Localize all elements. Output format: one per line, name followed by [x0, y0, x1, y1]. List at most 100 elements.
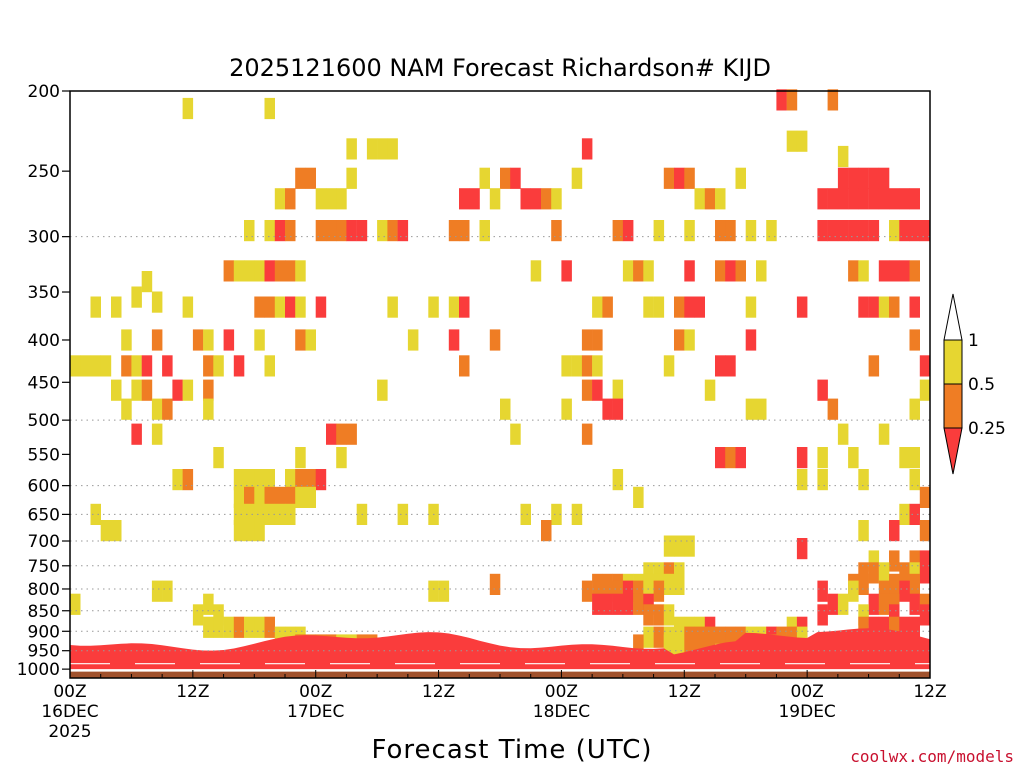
- heatmap-cell: [827, 220, 839, 242]
- heatmap-cell: [489, 329, 501, 351]
- heatmap-cell: [837, 593, 849, 615]
- heatmap-cell: [756, 260, 767, 282]
- y-tick-label-500: 500: [28, 411, 60, 431]
- heatmap-cell: [848, 260, 859, 282]
- heatmap-cell: [715, 355, 726, 377]
- heatmap-cell: [602, 398, 613, 420]
- heatmap-cell: [909, 447, 920, 469]
- heatmap-cell: [233, 355, 245, 377]
- heatmap-cell: [909, 296, 920, 318]
- heatmap-cell: [387, 138, 398, 160]
- heatmap-cell: [663, 535, 675, 557]
- y-tick-label-550: 550: [28, 445, 60, 465]
- heatmap-cell: [889, 296, 900, 318]
- heatmap-cell: [899, 503, 910, 525]
- heatmap-cell: [315, 296, 327, 318]
- heatmap-cell: [551, 188, 562, 210]
- heatmap-cell: [162, 398, 173, 420]
- heatmap-cell: [674, 573, 685, 595]
- heatmap-cell: [315, 188, 327, 210]
- heatmap-cell: [479, 220, 490, 242]
- heatmap-cell: [203, 398, 214, 420]
- heatmap-cell: [919, 604, 931, 626]
- heatmap-cell: [561, 355, 572, 377]
- y-tick-label-700: 700: [28, 532, 60, 552]
- heatmap-cell: [295, 447, 306, 469]
- heatmap-cell: [141, 271, 153, 293]
- heatmap-cell: [909, 562, 920, 584]
- heatmap-cell: [612, 379, 624, 401]
- heatmap-cell: [653, 220, 665, 242]
- heatmap-cell: [663, 573, 675, 595]
- heatmap-cell: [858, 167, 869, 189]
- heatmap-cell: [90, 355, 101, 377]
- heatmap-cell: [776, 89, 787, 111]
- heatmap-cell: [909, 550, 920, 572]
- heatmap-cell: [909, 503, 920, 525]
- legend-red-triangle: [943, 427, 963, 475]
- heatmap-cell: [459, 355, 470, 377]
- heatmap-cell: [684, 634, 695, 656]
- y-tick-label-950: 950: [28, 642, 60, 662]
- heatmap-cell: [172, 469, 183, 491]
- heatmap-cell: [786, 130, 798, 152]
- heatmap-cell: [551, 220, 562, 242]
- heatmap-cell: [837, 145, 849, 168]
- heatmap-cell: [305, 329, 316, 351]
- heatmap-cell: [909, 188, 920, 210]
- y-tick-label-850: 850: [28, 602, 60, 622]
- y-tick-label-600: 600: [28, 477, 60, 497]
- heatmap-cell: [684, 296, 695, 318]
- heatmap-cell: [459, 188, 470, 210]
- heatmap-cell: [244, 469, 255, 491]
- heatmap-cell: [305, 167, 316, 189]
- heatmap-cell: [90, 296, 101, 318]
- heatmap-cell: [100, 355, 112, 377]
- heatmap-cell: [868, 616, 880, 638]
- heatmap-cell: [889, 573, 900, 595]
- heatmap-cell: [725, 220, 736, 242]
- x-tick-label: 12Z: [913, 682, 946, 702]
- x-tick-label: 12Z: [668, 682, 701, 702]
- heatmap-cell: [796, 469, 808, 491]
- heatmap-cell: [878, 423, 890, 445]
- heatmap-cell: [407, 329, 419, 351]
- heatmap-cell: [817, 188, 828, 210]
- heatmap-cell: [254, 260, 265, 282]
- heatmap-cell: [909, 398, 920, 420]
- heatmap-cell: [295, 260, 306, 282]
- heatmap-cell: [295, 167, 306, 189]
- heatmap-cell: [264, 260, 275, 282]
- heatmap-cell: [182, 469, 194, 491]
- heatmap-cell: [346, 423, 357, 445]
- heatmap-cell: [899, 260, 910, 282]
- heatmap-cell: [366, 138, 378, 160]
- heatmap-cell: [581, 138, 593, 160]
- heatmap-cell: [438, 580, 450, 602]
- heatmap-cell: [213, 604, 224, 626]
- heatmap-cell: [192, 329, 204, 351]
- heatmap-cell: [858, 220, 869, 242]
- y-tick-label-300: 300: [28, 228, 60, 248]
- heatmap-cell: [909, 616, 920, 638]
- heatmap-cell: [725, 355, 736, 377]
- heatmap-cell: [817, 604, 828, 626]
- heatmap-cell: [285, 469, 296, 491]
- legend-orange-swatch: [943, 383, 963, 429]
- heatmap-cell: [858, 469, 869, 491]
- heatmap-cell: [592, 355, 603, 377]
- x-tick-label: 00Z: [53, 682, 86, 702]
- heatmap-cell: [715, 220, 726, 242]
- heatmap-cell: [80, 355, 91, 377]
- heatmap-cell: [315, 469, 327, 491]
- y-tick-label-400: 400: [28, 331, 60, 351]
- heatmap-cell: [848, 220, 859, 242]
- heatmap-cell: [233, 503, 245, 525]
- heatmap-cell: [694, 188, 705, 210]
- heatmap-cell: [203, 616, 214, 638]
- heatmap-cell: [295, 296, 306, 318]
- heatmap-cell: [817, 469, 828, 491]
- x-tick-label: 00Z: [299, 682, 332, 702]
- heatmap-cell: [111, 379, 122, 401]
